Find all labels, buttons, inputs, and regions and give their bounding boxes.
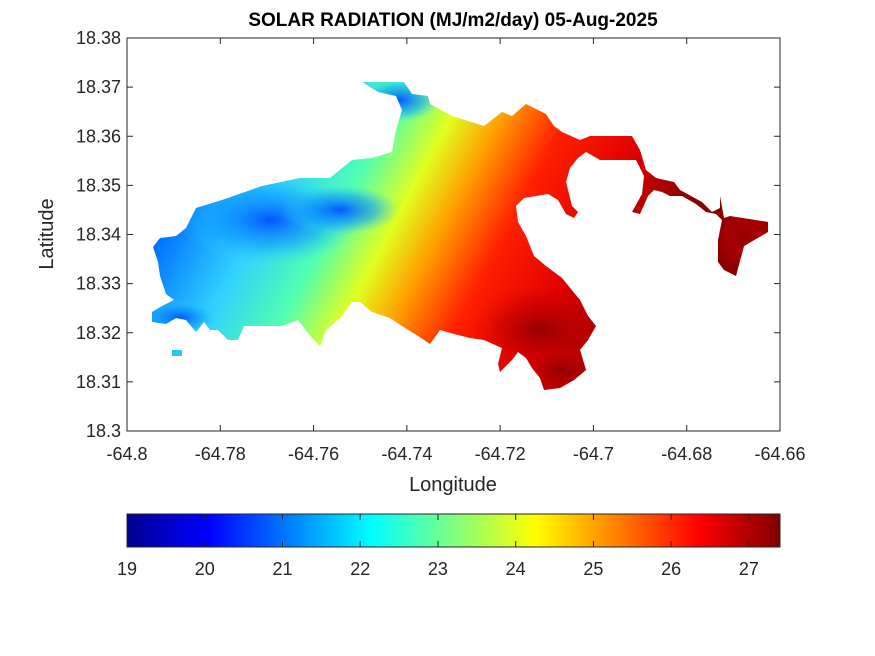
y-tick-marks	[127, 37, 780, 432]
x-tick-label: -64.78	[195, 444, 246, 464]
x-tick-labels: -64.8 -64.78 -64.76 -64.74 -64.72 -64.7 -64.68…	[106, 444, 805, 464]
colorbar-tick-labels: 19 20 21 22 23 24 25 26 27	[117, 514, 759, 579]
chart-title: SOLAR RADIATION (MJ/m2/day) 05-Aug-2025	[248, 10, 658, 31]
y-tick-label: 18.35	[76, 175, 121, 195]
y-tick-labels: 18.3 18.31 18.32 18.33 18.34 18.35 18.36 18.37 1…	[76, 28, 121, 441]
x-tick-label: -64.76	[288, 444, 339, 464]
y-tick-label: 18.38	[76, 28, 121, 48]
y-tick-label: 18.36	[76, 126, 121, 146]
y-tick-label: 18.37	[76, 77, 121, 97]
y-tick-label: 18.34	[76, 225, 121, 245]
y-tick-label: 18.31	[76, 372, 121, 392]
x-tick-marks	[126, 38, 781, 431]
x-tick-label: -64.66	[754, 444, 805, 464]
x-tick-label: -64.7	[573, 444, 614, 464]
y-tick-label: 18.33	[76, 274, 121, 294]
x-axis-label: Longitude	[409, 474, 497, 496]
colorbar-tick-label: 26	[661, 559, 681, 579]
y-axis-label: Latitude	[36, 198, 58, 269]
colorbar-tick-label: 20	[195, 559, 215, 579]
colorbar-tick-label: 21	[272, 559, 292, 579]
colorbar-tick-label: 23	[428, 559, 448, 579]
x-tick-label: -64.68	[661, 444, 712, 464]
colorbar-tick-label: 24	[506, 559, 526, 579]
colorbar-tick-label: 27	[739, 559, 759, 579]
y-tick-label: 18.3	[86, 421, 121, 441]
x-tick-label: -64.74	[381, 444, 432, 464]
x-tick-label: -64.8	[106, 444, 147, 464]
colorbar-tick-label: 22	[350, 559, 370, 579]
colorbar	[126, 513, 781, 548]
x-tick-label: -64.72	[475, 444, 526, 464]
colorbar-tick-label: 19	[117, 559, 137, 579]
colorbar-tick-label: 25	[583, 559, 603, 579]
y-tick-label: 18.32	[76, 323, 121, 343]
